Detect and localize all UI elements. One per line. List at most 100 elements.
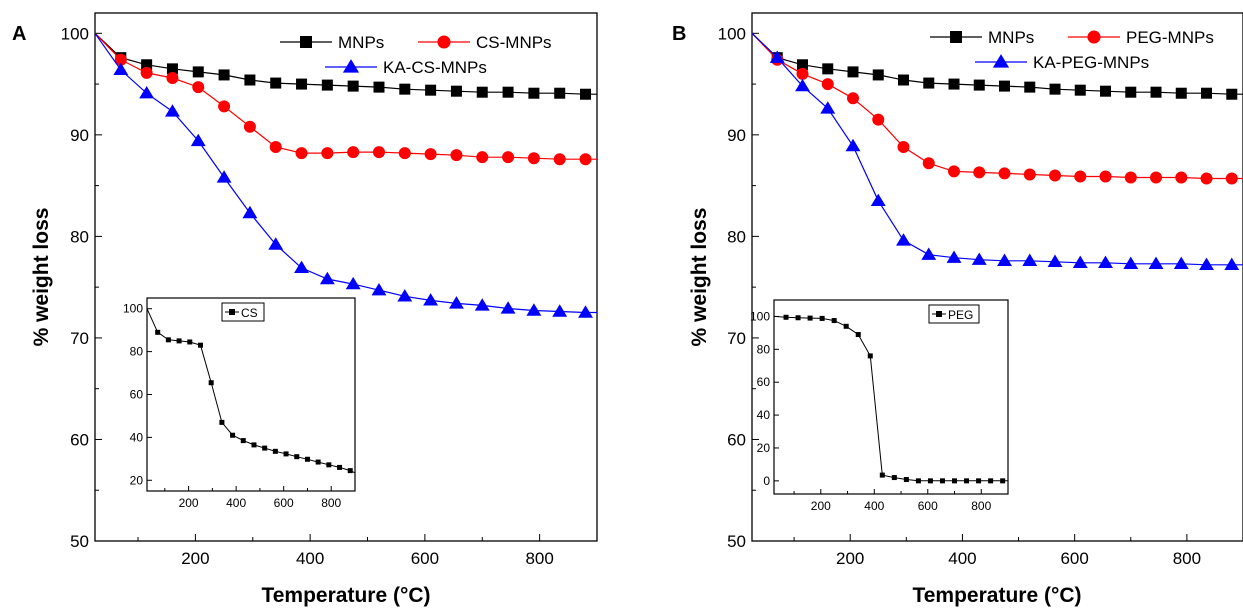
inset-data-point xyxy=(283,451,289,457)
data-point xyxy=(347,146,360,159)
inset-data-point xyxy=(315,459,321,465)
data-point xyxy=(345,276,361,290)
data-point xyxy=(847,66,859,78)
data-point xyxy=(398,147,411,160)
data-point xyxy=(1047,254,1063,267)
data-point xyxy=(820,101,836,114)
inset-legend-marker xyxy=(936,311,942,317)
data-point xyxy=(796,67,809,80)
data-point xyxy=(998,167,1011,180)
data-point xyxy=(948,78,960,90)
y-tick-label: 60 xyxy=(727,430,746,449)
x-axis-label: Temperature (°C) xyxy=(912,584,1081,607)
inset-data-point xyxy=(964,478,970,484)
x-tick-label: 200 xyxy=(836,549,864,568)
data-point xyxy=(578,305,593,318)
data-point xyxy=(847,92,860,105)
y-tick-label: 100 xyxy=(61,24,89,43)
inset-series-cs xyxy=(146,308,356,474)
series-ka-cs-mnps xyxy=(94,32,597,318)
data-point xyxy=(923,77,935,89)
chart-panel-a: 200 400 600 800 50 60 70 80 90 100 A Temperature (°… xyxy=(12,12,598,607)
inset-frame xyxy=(773,299,1009,495)
y-tick-label: 100 xyxy=(718,24,746,43)
data-point xyxy=(218,100,231,113)
data-point xyxy=(1226,88,1238,100)
inset-data-point xyxy=(952,478,958,484)
data-point xyxy=(295,147,308,160)
legend-label: KA-PEG-MNPs xyxy=(1033,53,1149,72)
data-point xyxy=(270,77,282,89)
inset-data-point xyxy=(294,454,300,460)
inset-data-point xyxy=(337,464,343,470)
data-point xyxy=(216,170,232,183)
y-tick-label: 80 xyxy=(727,227,746,246)
x-tick-label: 400 xyxy=(948,549,976,568)
data-point xyxy=(1150,86,1162,98)
data-point xyxy=(845,138,861,152)
inset-y-tick-label: 100 xyxy=(750,309,770,323)
data-point xyxy=(872,113,885,126)
data-point xyxy=(526,303,542,316)
legend-label: MNPs xyxy=(988,28,1034,47)
inset-y-tick-label: 40 xyxy=(757,408,771,422)
inset-y-tick-label: 80 xyxy=(757,342,771,356)
y-axis-label: % weight loss xyxy=(688,208,711,347)
inset-data-point xyxy=(891,475,897,481)
data-point xyxy=(579,153,592,166)
data-point xyxy=(347,80,359,92)
inset-data-point xyxy=(272,448,278,454)
data-point xyxy=(165,104,180,117)
inset-legend-box xyxy=(928,304,980,324)
legend-marker xyxy=(950,31,962,43)
plot-frame xyxy=(751,12,1243,542)
inset-x-tick-label: 600 xyxy=(274,496,294,510)
data-point xyxy=(269,141,282,154)
data-point xyxy=(321,147,334,160)
inset-data-point xyxy=(879,472,885,478)
data-point xyxy=(769,50,785,63)
data-point xyxy=(425,84,437,96)
inset-data-point xyxy=(1000,478,1006,484)
data-point xyxy=(397,289,413,302)
data-point xyxy=(1225,172,1238,185)
inset-y-tick-label: 80 xyxy=(130,345,144,359)
legend: MNPs PEG-MNPs KA-PEG-MNPs xyxy=(930,28,1214,72)
inset-data-point xyxy=(219,419,225,425)
data-point xyxy=(946,250,962,263)
data-point xyxy=(1049,83,1061,95)
inset-data-point xyxy=(939,478,945,484)
inset-y-tick-label: 0 xyxy=(763,474,770,488)
data-point xyxy=(921,247,937,260)
data-point xyxy=(528,87,540,99)
data-point xyxy=(474,298,490,311)
data-point xyxy=(242,205,258,219)
legend-label: MNPs xyxy=(338,33,384,52)
data-point xyxy=(296,78,308,90)
y-tick-label: 90 xyxy=(70,126,89,145)
data-point xyxy=(897,141,910,154)
legend-marker xyxy=(1087,30,1101,44)
data-point xyxy=(948,165,961,178)
data-point xyxy=(1148,256,1164,269)
data-point xyxy=(1099,170,1112,183)
data-point xyxy=(321,79,333,91)
data-point xyxy=(872,69,884,81)
data-point xyxy=(450,149,463,162)
inset-data-point xyxy=(251,442,257,448)
data-point xyxy=(554,87,566,99)
data-point xyxy=(192,66,204,78)
data-point xyxy=(1175,171,1188,184)
inset-y-tick-label: 100 xyxy=(123,302,143,316)
inset-data-point xyxy=(783,314,789,320)
inset-chart: 200 400 600 800 20 40 60 80 100 CS xyxy=(123,297,356,510)
series-line xyxy=(94,32,597,160)
series-peg-mnps xyxy=(751,32,1243,185)
inset-data-point xyxy=(988,478,994,484)
inset-y-tick-label: 40 xyxy=(130,430,144,444)
inset-x-tick-label: 600 xyxy=(918,499,938,513)
x-tick-label: 400 xyxy=(296,549,324,568)
data-point xyxy=(192,81,205,94)
data-point xyxy=(527,152,540,165)
